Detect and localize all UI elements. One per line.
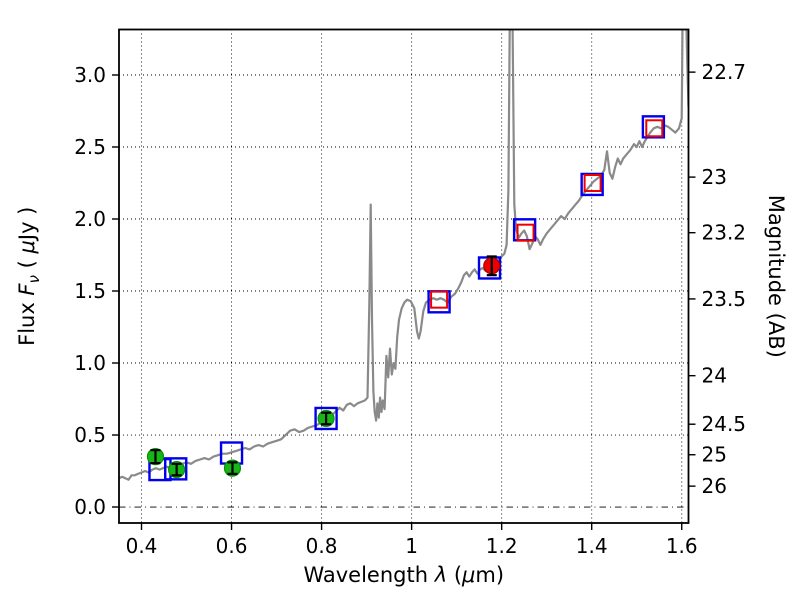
x-tick-label: 1: [405, 534, 418, 558]
model-spectrum-line: [119, 29, 689, 481]
model-photometry-square: [148, 115, 666, 482]
plot-border: [118, 28, 690, 524]
model-photometry-square-marker: [641, 115, 666, 139]
model-photometry-square-marker: [314, 406, 338, 431]
y-left-axis-label: Flux Fν ( μJy ): [15, 207, 43, 346]
observed-red-square-marker: [583, 174, 602, 193]
observed-red-square-marker: [430, 290, 449, 309]
x-axis-label: Wavelength λ (μm): [303, 563, 504, 587]
y-right-tick-label: 23.5: [702, 287, 747, 311]
y-right-tick-label: 23.2: [702, 221, 747, 245]
y-right-tick-label: 26: [702, 474, 727, 498]
y-left-tick-label: 2.5: [74, 135, 106, 159]
observed-red-square-marker: [516, 223, 535, 242]
y-left-tick-label: 0.0: [74, 495, 106, 519]
errorbar: [227, 461, 238, 475]
x-tick-label: 0.8: [306, 534, 338, 558]
x-tick-label: 0.4: [126, 534, 158, 558]
observed-red-square-marker: [645, 119, 664, 138]
y-right-tick-label: 23: [702, 165, 727, 189]
errorbar: [171, 462, 182, 477]
observed-red-square: [430, 119, 664, 309]
model-photometry-square-marker: [164, 457, 188, 481]
x-tick-label: 0.6: [216, 534, 248, 558]
errorbar: [486, 255, 497, 277]
y-right-tick-label: 24: [702, 364, 727, 388]
y-left-tick-label: 3.0: [74, 63, 106, 87]
y-right-axis-label: Magnitude (AB): [764, 195, 788, 358]
gridlines: [119, 29, 689, 523]
observed-green-point: [146, 409, 335, 479]
x-tick-label: 1.2: [486, 534, 518, 558]
errorbar: [150, 449, 161, 465]
y-right-tick-label: 22.7: [702, 60, 747, 84]
model-photometry-square-marker: [580, 172, 604, 197]
y-left-tick-label: 1.0: [74, 351, 106, 375]
x-tick-label: 1.4: [576, 534, 608, 558]
y-right-tick-label: 25: [702, 443, 727, 467]
tick-labels: 0.4 0.6 0.8 1 1.2 1.4 1.6 0.0 0.5 1.0 1.5 2.0 2.5 3.0…: [15, 60, 788, 587]
tick-marks: [112, 71, 696, 530]
errorbar: [321, 411, 332, 426]
x-tick-label: 1.6: [666, 534, 698, 558]
y-left-tick-label: 1.5: [74, 279, 106, 303]
y-right-tick-label: 24.5: [702, 412, 747, 436]
y-left-tick-label: 0.5: [74, 423, 106, 447]
observed-red-point: [483, 255, 501, 277]
y-left-tick-label: 2.0: [74, 207, 106, 231]
